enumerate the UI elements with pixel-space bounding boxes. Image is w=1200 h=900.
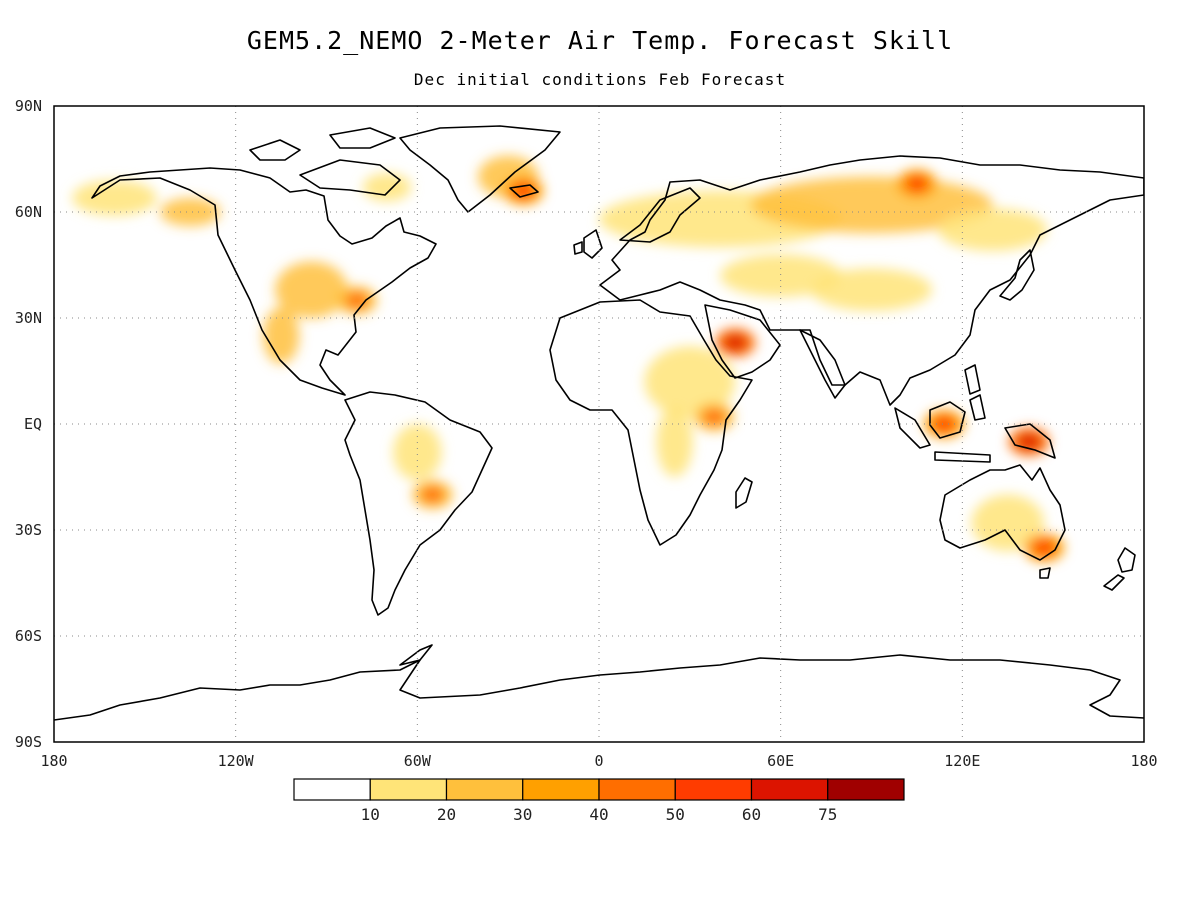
skill-patch [938, 208, 1048, 251]
coast-antarctica [54, 654, 1144, 721]
skill-patch [362, 173, 412, 202]
lon-tick-label: 180 [40, 752, 67, 770]
colorbar-swatch [293, 778, 371, 801]
coast-canadian-arctic [299, 159, 401, 196]
color-legend: 10 20 30 40 50 60 75 [293, 778, 905, 824]
coast-north-america [91, 167, 437, 396]
chart-title: GEM5.2_NEMO 2-Meter Air Temp. Forecast S… [246, 26, 954, 55]
skill-region-core [905, 175, 928, 192]
skill-patch [72, 180, 157, 216]
lat-tick-label: 60N [15, 203, 42, 221]
map-frame [53, 105, 1145, 743]
skill-patch [720, 254, 842, 297]
colorbar-label: 40 [589, 805, 608, 824]
skill-patch [656, 406, 693, 477]
skill-patch [644, 346, 736, 417]
colorbar-label: 60 [742, 805, 761, 824]
skill-region-core [1033, 539, 1056, 556]
coast-greenland [399, 125, 561, 213]
colorbar-swatch [522, 778, 600, 801]
colorbar-swatch [827, 778, 905, 801]
colorbar-label: 20 [437, 805, 456, 824]
coast-new-guinea [1004, 423, 1056, 459]
skill-patch [275, 261, 348, 318]
lon-tick-label: 0 [594, 752, 603, 770]
lon-tick-label: 60W [404, 752, 432, 770]
coast-south-america [344, 391, 493, 616]
lat-tick-label: 90N [15, 97, 42, 115]
skill-patch [810, 268, 933, 311]
skill-patch [262, 307, 300, 364]
coast-borneo [929, 401, 966, 439]
coast-australia [939, 464, 1066, 561]
skill-region-core [345, 292, 368, 309]
colorbar-label: 30 [513, 805, 532, 824]
colorbar-swatch [445, 778, 524, 801]
skill-region-core [933, 416, 956, 432]
skill-patch [393, 424, 442, 481]
colorbar-label: 10 [361, 805, 380, 824]
coast-africa [549, 299, 753, 546]
lat-tick-label: 30S [15, 521, 42, 539]
latitude-labels: 90N 60N 30N EQ 30S 60S 90S [15, 97, 42, 751]
colorbar-label: 75 [818, 805, 837, 824]
coast-new-zealand [1117, 547, 1136, 573]
colorbar-swatch [598, 778, 676, 801]
colorbar-label: 50 [666, 805, 685, 824]
skill-region-core [1017, 433, 1040, 450]
grid-lines [54, 106, 1144, 742]
coast-arabia [704, 304, 781, 379]
chart-subtitle: Dec initial conditions Feb Forecast [413, 70, 787, 89]
skill-region-core [724, 334, 747, 351]
lon-tick-label: 120E [944, 752, 980, 770]
skill-patch [159, 197, 221, 227]
lon-tick-label: 120W [218, 752, 255, 770]
lon-tick-label: 60E [767, 752, 794, 770]
lat-tick-label: 60S [15, 627, 42, 645]
skill-region-core [421, 486, 444, 503]
colorbar-swatch [750, 778, 829, 801]
colorbar-swatch [674, 778, 753, 801]
lat-tick-label: 90S [15, 733, 42, 751]
coastlines [54, 125, 1144, 721]
lat-tick-label: EQ [24, 415, 42, 433]
skill-region-core [703, 408, 726, 425]
skill-shading [72, 155, 1065, 562]
colorbar-swatch [369, 778, 448, 801]
lat-tick-label: 30N [15, 309, 42, 327]
coast-eurasia [599, 155, 1144, 406]
coast-india [799, 329, 846, 399]
lon-tick-label: 180 [1130, 752, 1157, 770]
longitude-labels: 180 120W 60W 0 60E 120E 180 [40, 752, 1157, 770]
